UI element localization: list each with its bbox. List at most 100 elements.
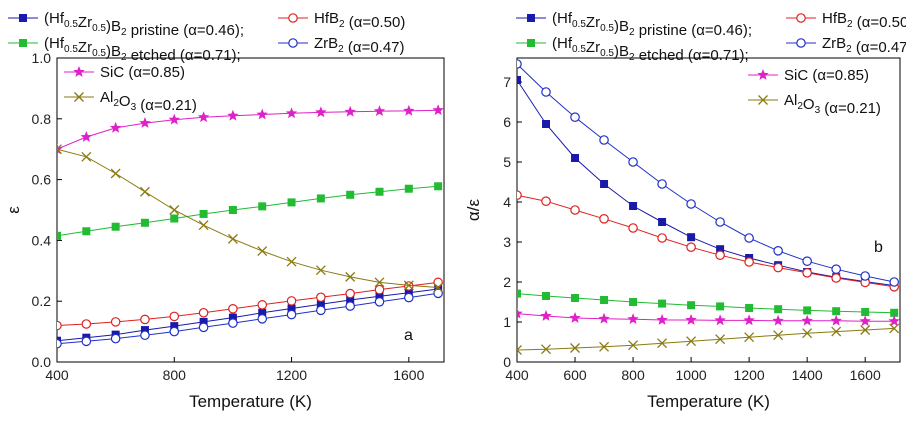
data-point-zrb2 [228,318,238,328]
y-tick-label: 4 [503,194,511,210]
legend-item-al2o3: Al2O3 (α=0.21) [64,89,197,114]
data-point-al2o3 [715,334,726,345]
y-tick-label: 2 [503,274,511,290]
data-point-sic [859,315,871,327]
series-line-sic [57,109,439,150]
data-point-pristine [600,180,609,188]
x-tick-label: 400 [505,367,529,383]
legend-marker-hfb2 [288,13,298,23]
data-point-zrb2 [169,326,180,337]
data-point-hfb2 [570,205,580,215]
legend-item-pristine: (Hf0.5Zr0.5)B2 pristine (α=0.46); [8,10,244,39]
data-point-hfb2 [81,319,92,329]
data-point-hfb2 [198,307,209,318]
data-point-hfb2 [257,300,268,310]
data-point-sic [109,121,122,133]
x-tick-label: 1600 [393,367,424,383]
data-point-sic [285,107,298,119]
data-point-sic [403,104,415,116]
legend-marker-etched [527,39,535,47]
data-point-etched [600,296,609,304]
data-point-pristine [658,218,667,226]
data-point-al2o3 [657,338,668,349]
series-hfb2 [57,277,443,331]
data-point-etched [890,308,899,317]
data-point-al2o3 [599,341,610,352]
legend-label-sic: SiC (α=0.85) [784,67,869,84]
data-point-hfb2 [517,190,522,200]
data-point-etched [375,187,384,196]
y-tick-label: 0.4 [32,232,52,248]
legend-marker-etched [19,39,27,47]
data-point-etched [111,222,120,231]
data-point-hfb2 [228,303,238,314]
data-point-al2o3 [517,345,522,355]
data-point-al2o3 [628,340,639,351]
data-point-al2o3 [81,151,92,162]
data-point-sic [714,314,726,326]
data-point-zrb2 [802,256,812,266]
x-tick-label: 1400 [792,367,823,383]
data-point-zrb2 [198,322,209,333]
data-point-zrb2 [517,59,522,69]
data-point-al2o3 [139,186,150,197]
data-point-pristine [316,300,325,309]
x-tick-label: 1200 [276,367,307,383]
data-point-sic [432,104,444,116]
data-point-hfb2 [657,233,667,243]
data-point-al2o3 [227,233,238,244]
y-tick-label: 7 [503,74,511,90]
y-axis-label: α/ε [464,199,483,222]
x-tick-label: 800 [621,367,645,383]
y-tick-label: 0.2 [32,293,52,309]
series-line-al2o3 [57,148,439,288]
data-point-etched [803,306,812,315]
data-point-zrb2 [889,277,899,287]
legend-marker-zrb2 [288,38,298,48]
data-point-sic [772,314,784,326]
data-point-al2o3 [773,330,784,341]
legend-marker-pristine [19,14,27,22]
data-point-sic [197,111,210,123]
data-point-sic [830,314,842,326]
series-line-sic [517,313,895,322]
legend-label-pristine: (Hf0.5Zr0.5)B2 pristine (α=0.46); [552,10,752,39]
data-point-zrb2 [860,271,870,281]
data-point-al2o3 [257,246,268,256]
data-point-pristine [287,304,296,313]
series-sic [57,104,444,155]
data-point-etched [199,209,208,218]
data-point-hfb2 [773,262,783,273]
y-tick-label: 0 [503,354,511,370]
plot-frame [516,57,901,363]
data-point-zrb2 [773,246,783,256]
data-point-zrb2 [433,288,443,299]
data-point-hfb2 [316,292,326,303]
x-tick-label: 400 [45,367,69,383]
legend-item-etched: (Hf0.5Zr0.5)B2 etched (α=0.71); [516,35,749,64]
data-point-etched [346,190,355,199]
data-point-hfb2 [715,250,725,260]
data-point-al2o3 [889,323,900,334]
data-point-al2o3 [169,205,180,215]
data-point-hfb2 [169,311,180,322]
data-point-zrb2 [686,199,696,209]
data-point-pristine [199,317,208,326]
data-point-sic [888,315,900,327]
data-point-pristine [258,308,267,317]
legend-label-sic: SiC (α=0.85) [100,64,185,81]
y-tick-label: 1.0 [32,50,52,66]
data-point-hfb2 [345,288,355,299]
data-point-sic [540,310,552,321]
data-point-sic [344,105,356,117]
legend-item-sic: SiC (α=0.85) [748,67,869,84]
data-point-al2o3 [345,271,356,282]
data-point-hfb2 [744,257,754,267]
data-point-pristine [404,288,413,297]
legend-marker-sic [73,66,85,77]
plot-area [57,104,444,349]
data-point-zrb2 [316,305,326,316]
y-tick-label: 5 [503,154,511,170]
data-point-etched [57,231,61,240]
data-point-al2o3 [433,282,444,293]
